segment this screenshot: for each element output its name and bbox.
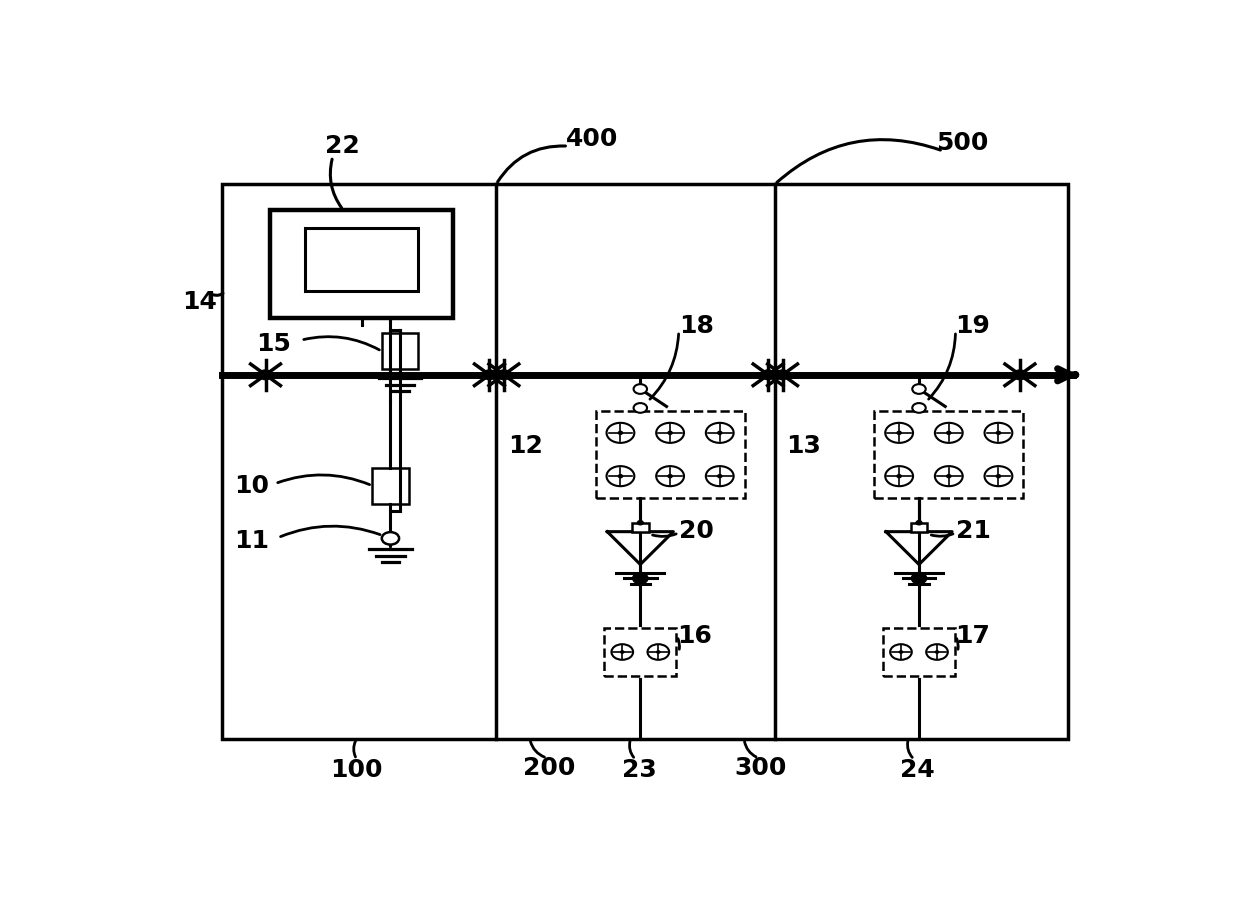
Circle shape (606, 466, 635, 486)
Circle shape (913, 384, 926, 394)
Circle shape (706, 466, 734, 486)
Circle shape (885, 423, 913, 443)
Circle shape (637, 520, 644, 525)
Circle shape (634, 384, 647, 394)
Circle shape (935, 466, 962, 486)
Text: 11: 11 (234, 529, 269, 554)
Circle shape (997, 431, 1001, 435)
Text: 24: 24 (900, 758, 935, 782)
Circle shape (619, 431, 622, 435)
Bar (270, 211, 453, 318)
Circle shape (657, 651, 660, 653)
Text: 500: 500 (936, 130, 988, 155)
Circle shape (926, 644, 947, 660)
Circle shape (885, 466, 913, 486)
Circle shape (776, 370, 789, 380)
Circle shape (935, 423, 962, 443)
Circle shape (997, 474, 1001, 478)
Circle shape (899, 651, 903, 653)
Text: 20: 20 (678, 518, 714, 543)
Bar (595, 411, 744, 498)
Bar (372, 468, 409, 504)
Bar (910, 523, 928, 532)
Text: 10: 10 (234, 473, 269, 498)
Circle shape (935, 651, 939, 653)
Circle shape (916, 520, 921, 525)
Circle shape (382, 532, 399, 544)
Text: 13: 13 (786, 434, 821, 458)
Circle shape (611, 644, 634, 660)
Text: 18: 18 (678, 314, 714, 338)
Circle shape (632, 572, 649, 584)
Circle shape (619, 474, 622, 478)
Text: 19: 19 (956, 314, 991, 338)
Circle shape (668, 474, 672, 478)
Bar (222, 184, 1068, 739)
Circle shape (621, 651, 624, 653)
Circle shape (946, 474, 951, 478)
Text: 400: 400 (567, 127, 619, 151)
Bar (382, 333, 418, 369)
Circle shape (606, 423, 635, 443)
Text: 17: 17 (956, 624, 991, 648)
Text: 21: 21 (956, 518, 991, 543)
Text: 12: 12 (507, 434, 543, 458)
Text: 300: 300 (734, 756, 786, 779)
Text: 16: 16 (677, 624, 712, 648)
Text: 15: 15 (255, 331, 290, 356)
Text: 100: 100 (331, 758, 383, 782)
Circle shape (897, 431, 901, 435)
Circle shape (259, 370, 273, 380)
Text: 14: 14 (182, 290, 217, 314)
Text: 200: 200 (523, 756, 575, 779)
Circle shape (985, 466, 1012, 486)
Circle shape (897, 474, 901, 478)
Circle shape (761, 370, 775, 380)
Bar (604, 628, 676, 676)
Circle shape (482, 370, 496, 380)
Bar (632, 523, 649, 532)
Text: 22: 22 (325, 134, 360, 158)
Circle shape (1013, 370, 1027, 380)
Circle shape (913, 403, 926, 413)
Circle shape (497, 370, 511, 380)
Circle shape (985, 423, 1012, 443)
Text: 23: 23 (622, 758, 657, 782)
Circle shape (656, 466, 684, 486)
Bar (305, 229, 418, 291)
Circle shape (718, 474, 722, 478)
Circle shape (656, 423, 684, 443)
Circle shape (911, 572, 926, 584)
Bar (874, 411, 1023, 498)
Circle shape (718, 431, 722, 435)
Circle shape (634, 403, 647, 413)
Circle shape (890, 644, 911, 660)
Circle shape (706, 423, 734, 443)
Circle shape (668, 431, 672, 435)
Circle shape (647, 644, 670, 660)
Bar (883, 628, 955, 676)
Circle shape (946, 431, 951, 435)
